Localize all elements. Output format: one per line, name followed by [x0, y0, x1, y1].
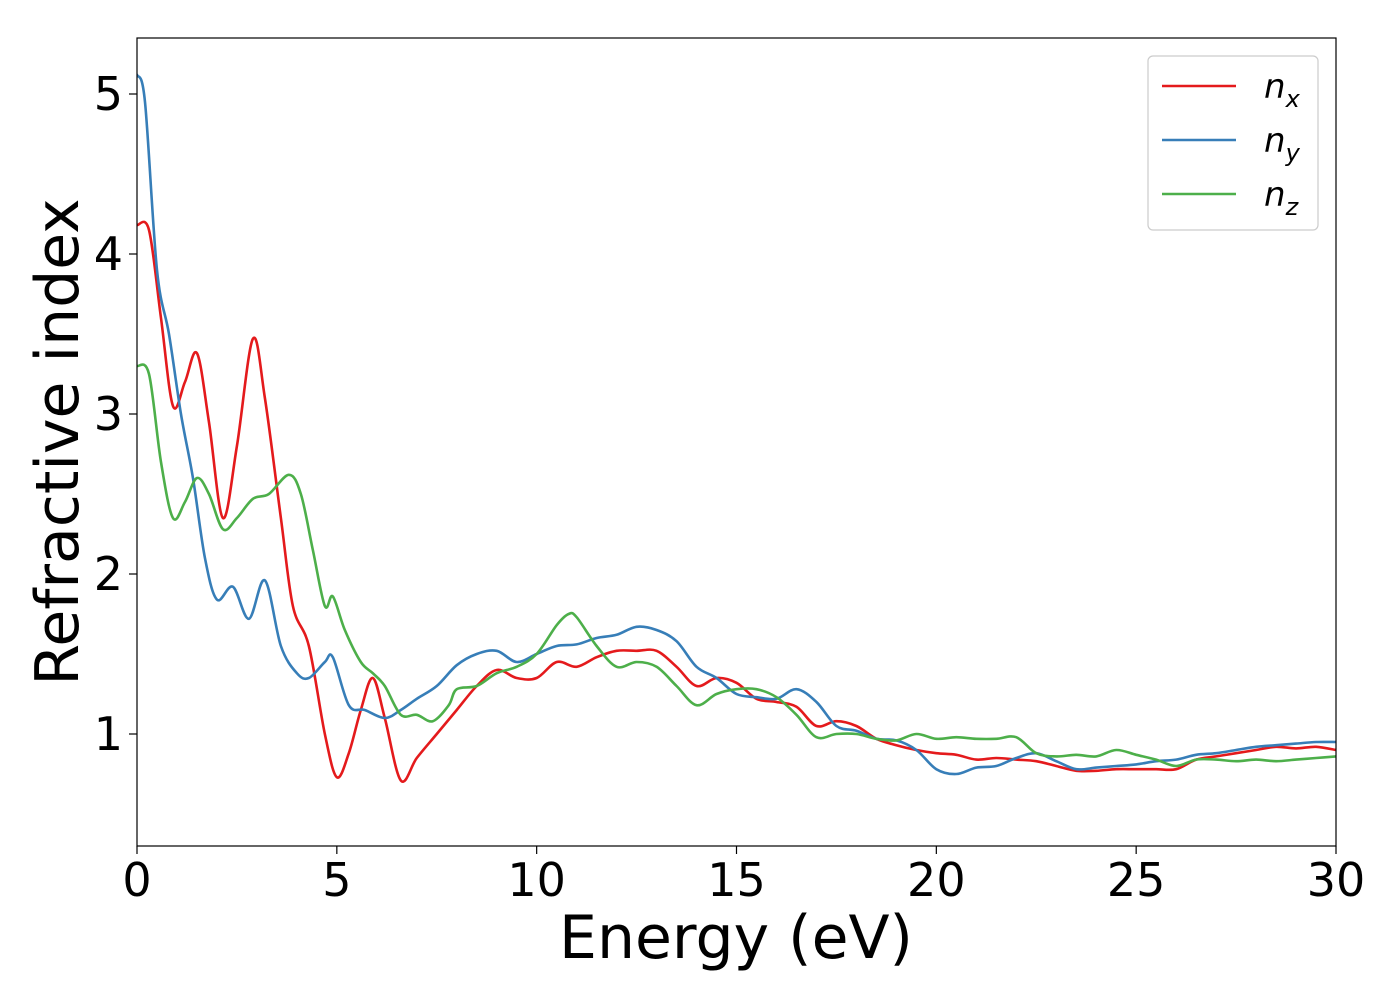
- x-tick-label: 10: [507, 853, 566, 907]
- y-tick-label: 3: [94, 387, 123, 441]
- y-tick-label: 5: [94, 67, 123, 121]
- y-tick-label: 2: [94, 547, 123, 601]
- legend-box: [1147, 55, 1319, 231]
- x-tick-label: 25: [1107, 853, 1166, 907]
- y-tick-label: 1: [94, 707, 123, 761]
- series-line-n-x: [137, 220, 1336, 783]
- legend-label-n-x: nx: [1264, 67, 1301, 113]
- legend-label-n-z: nz: [1264, 175, 1300, 221]
- y-axis-title: Refractive index: [23, 198, 93, 685]
- y-axis-ticks: 1 2 3 4 5: [94, 67, 137, 761]
- x-tick-label: 0: [122, 853, 151, 907]
- legend: nx ny nz: [1147, 55, 1319, 231]
- x-tick-label: 30: [1307, 853, 1366, 907]
- x-axis-title: Energy (eV): [559, 903, 913, 973]
- x-tick-label: 5: [322, 853, 351, 907]
- series-line-n-y: [137, 73, 1336, 776]
- legend-label-n-y: ny: [1264, 121, 1301, 167]
- series-line-n-z: [137, 363, 1336, 768]
- x-axis-ticks: 0 5 10 15 20 25 30: [122, 846, 1365, 907]
- x-tick-label: 20: [907, 853, 966, 907]
- x-tick-label: 15: [707, 853, 766, 907]
- y-tick-label: 4: [94, 227, 123, 281]
- series-lines: [137, 73, 1336, 783]
